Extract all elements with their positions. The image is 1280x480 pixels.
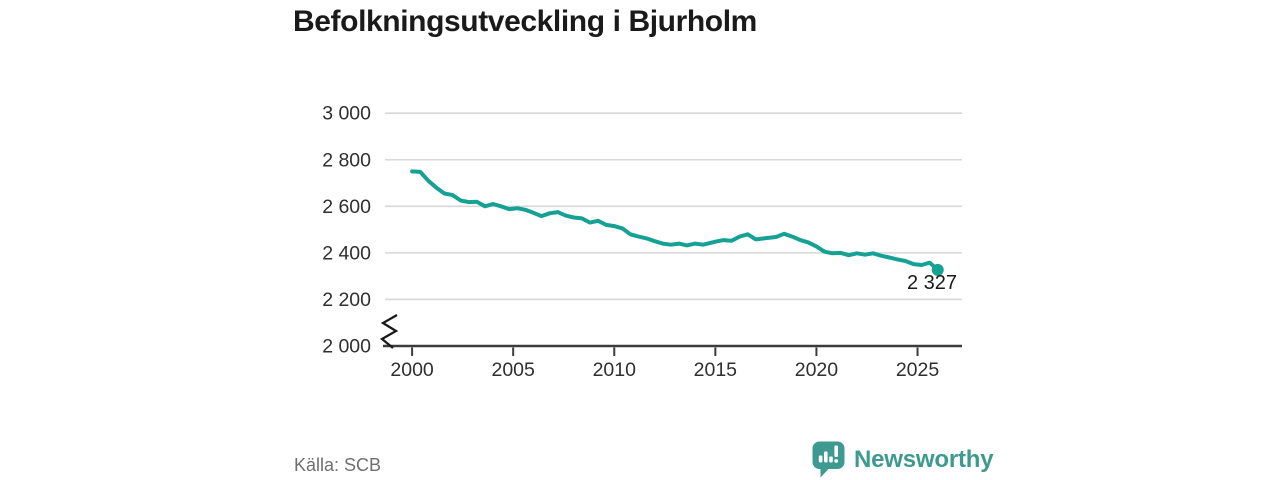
- speech-bubble-shape: [812, 441, 845, 478]
- y-axis-tick-label: 2 400: [322, 242, 371, 264]
- x-axis-tick-label: 2005: [491, 359, 535, 381]
- y-axis-tick-label: 2 200: [322, 289, 371, 311]
- y-axis-tick-label: 2 000: [322, 336, 371, 358]
- exclamation-dot: [834, 459, 838, 463]
- x-axis-tick-label: 2025: [896, 359, 940, 381]
- population-line: [410, 169, 940, 272]
- last-point-marker: [931, 263, 944, 276]
- y-axis-tick-label: 2 600: [322, 196, 371, 218]
- newsworthy-logo: Newsworthy: [812, 441, 994, 478]
- newsworthy-icon: [812, 441, 845, 478]
- exclamation-bar: [834, 445, 838, 457]
- chart-title: Befolkningsutveckling i Bjurholm: [293, 5, 757, 38]
- axis-break-icon: [379, 314, 399, 349]
- last-value-label: 2 327: [907, 272, 957, 294]
- x-axis-tick-label: 2015: [694, 359, 738, 381]
- newsworthy-wordmark: Newsworthy: [854, 445, 994, 473]
- y-axis-tick-label: 3 000: [322, 103, 371, 125]
- x-axis-tick-label: 2020: [795, 359, 839, 381]
- x-axis-tick-label: 2000: [390, 359, 434, 381]
- source-label: Källa: SCB: [294, 455, 382, 475]
- mini-bar-chart-icon: [818, 445, 838, 463]
- x-axis-tick-label: 2010: [593, 359, 637, 381]
- y-axis-tick-label: 2 800: [322, 149, 371, 171]
